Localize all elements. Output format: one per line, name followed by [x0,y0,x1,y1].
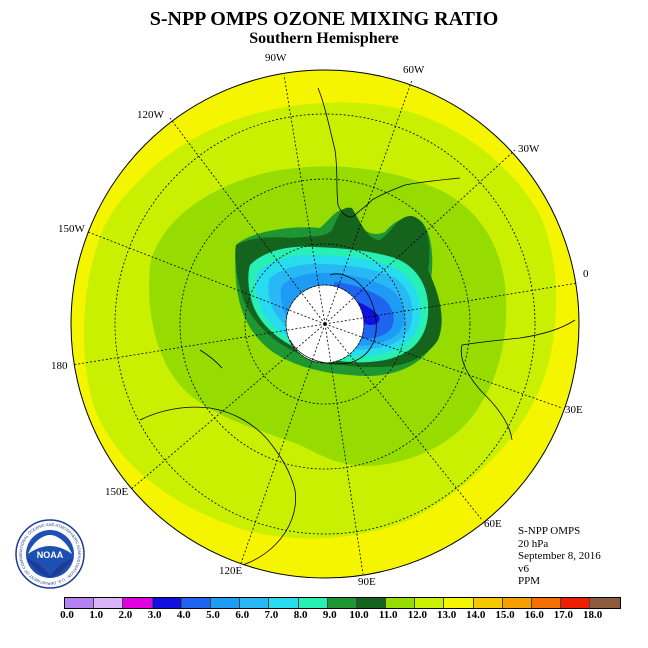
colorbar-segment [269,598,299,608]
info-level: 20 hPa [518,537,549,550]
lat-circle-80s [285,284,365,364]
colorbar-tick-label: 2.0 [118,609,133,621]
colorbar-segment [561,598,591,608]
lon-label-0: 0 [583,268,589,280]
meridian-150e [129,323,326,491]
colorbar-tick-label: 16.0 [524,609,544,621]
info-units: PPM [518,575,541,587]
lon-label-60e: 60E [484,518,502,530]
colorbar-segment [502,598,532,608]
colorbar-segment [590,598,620,608]
colorbar-segment [444,598,474,608]
meridian-0 [324,282,579,325]
lat-circle-40s [179,178,471,470]
info-date: September 8, 2016 [518,550,601,562]
lon-label-90w: 90W [265,52,287,64]
antarctica-coast [289,273,377,365]
colorbar-tick-label: 6.0 [235,609,250,621]
lon-label-90e: 90E [358,576,376,588]
colorbar-tick-label: 11.0 [378,609,398,621]
colorbar [64,597,621,609]
info-block: S-NPP OMPS 20 hPa September 8, 2016 v6 P… [518,525,601,588]
colorbar-segment [240,598,270,608]
colorbar-segment [386,598,416,608]
lon-label-150w: 150W [58,223,85,235]
colorbar-tick-label: 18.0 [582,609,603,621]
lat-circle-20s [114,113,536,535]
meridian-120w [169,117,326,325]
colorbar-tick-label: 0.0 [60,609,74,621]
colorbar-tick-label: 5.0 [206,609,220,621]
colorbar-tick-label: 12.0 [407,609,428,621]
lon-label-30e: 30E [565,404,583,416]
south-america-coast [317,87,461,218]
australia-coast [139,406,297,571]
colorbar-segment [123,598,153,608]
colorbar-tick-label: 14.0 [466,609,486,621]
colorbar-segment [356,598,387,608]
map-border [70,69,580,579]
meridian-120e [239,323,326,567]
new-zealand-coast [199,349,223,369]
lon-label-180: 180 [51,360,68,372]
meridian-30e [324,323,563,409]
colorbar-tick-label: 17.0 [553,609,574,621]
colorbar-tick-label: 8.0 [293,609,308,621]
noaa-logo: NOAA NATIONAL OCEANIC AND ATMOSPHERIC AD… [14,518,85,589]
meridian-180 [71,323,326,366]
colorbar-segment [298,598,328,608]
colorbar-segment [473,598,503,608]
colorbar-tick-label: 9.0 [322,609,337,621]
pole-marker [323,322,327,326]
info-version: v6 [518,562,529,575]
page-title: S-NPP OMPS OZONE MIXING RATIO [149,8,499,30]
colorbar-tick-label: 13.0 [436,609,457,621]
meridian-60w [324,79,413,325]
colorbar-tick-label: 3.0 [147,609,162,621]
graticule [71,74,579,575]
lon-label-120w: 120W [137,109,164,121]
africa-coast [460,319,576,441]
colorbar-segment [94,598,124,608]
meridian-60e [324,323,483,521]
lon-label-60w: 60W [403,64,425,76]
lon-label-150e: 150E [105,486,129,498]
page-subtitle: Southern Hemisphere [249,30,399,47]
colorbar-segment [532,598,562,608]
colorbar-segment [65,598,95,608]
colorbar-tick-label: 7.0 [264,609,279,621]
info-instrument: S-NPP OMPS [518,525,581,537]
colorbar-tick-label: 15.0 [495,609,515,621]
colorbar-tick-label: 1.0 [89,609,104,621]
colorbar-segment [415,598,445,608]
lat-circle-60s [244,243,406,405]
colorbar-segment [181,598,211,608]
colorbar-tick-label: 10.0 [349,609,369,621]
lon-label-120e: 120E [219,565,243,577]
lon-label-30w: 30W [518,143,540,155]
meridian-30w [324,149,516,325]
colorbar-segment [210,598,241,608]
logo-text: NOAA [37,550,64,560]
colorbar-tick-label: 4.0 [176,609,191,621]
colorbar-segment [152,598,182,608]
colorbar-segment [327,598,357,608]
